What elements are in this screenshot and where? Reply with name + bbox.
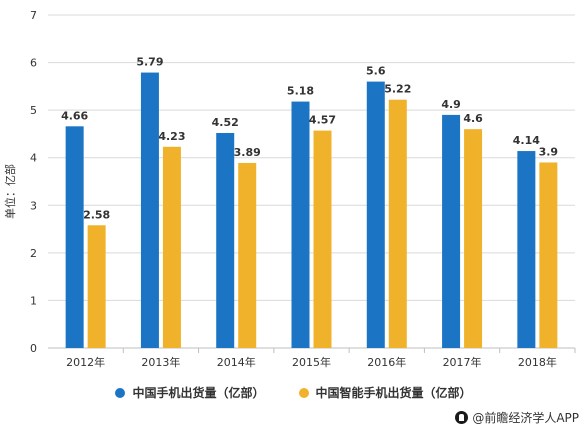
y-tick-label-7: 7 xyxy=(30,9,37,22)
x-tick-label-1: 2013年 xyxy=(141,355,180,369)
x-tick-label-4: 2016年 xyxy=(367,355,406,369)
data-label-series0-4: 5.6 xyxy=(366,65,386,78)
bar-series1-5 xyxy=(464,129,483,348)
data-label-series0-3: 5.18 xyxy=(287,85,314,98)
legend-marker-smartphone-icon xyxy=(298,387,309,398)
bar-series1-1 xyxy=(162,146,181,348)
source-watermark: @前瞻经济学人APP xyxy=(455,409,579,426)
data-label-series1-2: 3.89 xyxy=(234,146,261,159)
x-tick-label-2: 2014年 xyxy=(217,355,256,369)
x-tick-label-3: 2015年 xyxy=(292,355,331,369)
data-label-series1-4: 5.22 xyxy=(384,83,411,96)
y-tick-label-1: 1 xyxy=(30,294,37,307)
legend-marker-phone-icon xyxy=(115,387,126,398)
data-label-series1-3: 4.57 xyxy=(309,114,336,127)
bar-series1-4 xyxy=(388,99,407,348)
y-axis-label: 单位：亿部 xyxy=(3,164,17,219)
x-tick-label-5: 2017年 xyxy=(443,355,482,369)
chart-legend: 中国手机出货量（亿部） 中国智能手机出货量（亿部） xyxy=(0,384,587,401)
x-tick-label-6: 2018年 xyxy=(518,355,557,369)
bar-series0-2 xyxy=(216,132,235,348)
bar-series1-2 xyxy=(238,162,257,348)
bar-series0-0 xyxy=(65,126,84,349)
y-tick-label-2: 2 xyxy=(30,247,37,260)
bar-series0-4 xyxy=(366,81,385,348)
y-tick-label-4: 4 xyxy=(30,152,37,165)
bar-series1-3 xyxy=(313,130,332,348)
legend-item-smartphone-shipments[interactable]: 中国智能手机出货量（亿部） xyxy=(298,384,472,401)
watermark-text: @前瞻经济学人APP xyxy=(472,411,579,425)
y-tick-label-5: 5 xyxy=(30,104,37,117)
legend-label-phone: 中国手机出货量（亿部） xyxy=(132,386,265,400)
legend-item-phone-shipments[interactable]: 中国手机出货量（亿部） xyxy=(115,384,265,401)
qianzhan-logo-icon xyxy=(455,411,469,424)
data-label-series0-6: 4.14 xyxy=(513,134,540,147)
data-label-series1-0: 2.58 xyxy=(83,208,110,221)
bar-series0-5 xyxy=(442,114,461,349)
y-tick-label-0: 0 xyxy=(30,342,37,355)
bar-series1-0 xyxy=(87,225,106,348)
data-label-series0-1: 5.79 xyxy=(136,56,163,69)
data-label-series0-2: 4.52 xyxy=(212,116,239,129)
x-tick-label-0: 2012年 xyxy=(66,355,105,369)
data-label-series1-5: 4.6 xyxy=(463,112,483,125)
y-tick-label-6: 6 xyxy=(30,57,37,70)
data-label-series0-5: 4.9 xyxy=(441,98,461,111)
y-tick-label-3: 3 xyxy=(30,199,37,212)
data-label-series1-1: 4.23 xyxy=(158,130,185,143)
legend-label-smartphone: 中国智能手机出货量（亿部） xyxy=(315,386,472,400)
bar-series0-3 xyxy=(291,101,310,348)
bar-series0-1 xyxy=(140,72,159,348)
bar-series1-6 xyxy=(539,162,558,348)
data-label-series0-0: 4.66 xyxy=(61,109,88,122)
bar-series0-6 xyxy=(517,151,536,348)
data-label-series1-6: 3.9 xyxy=(539,145,559,158)
